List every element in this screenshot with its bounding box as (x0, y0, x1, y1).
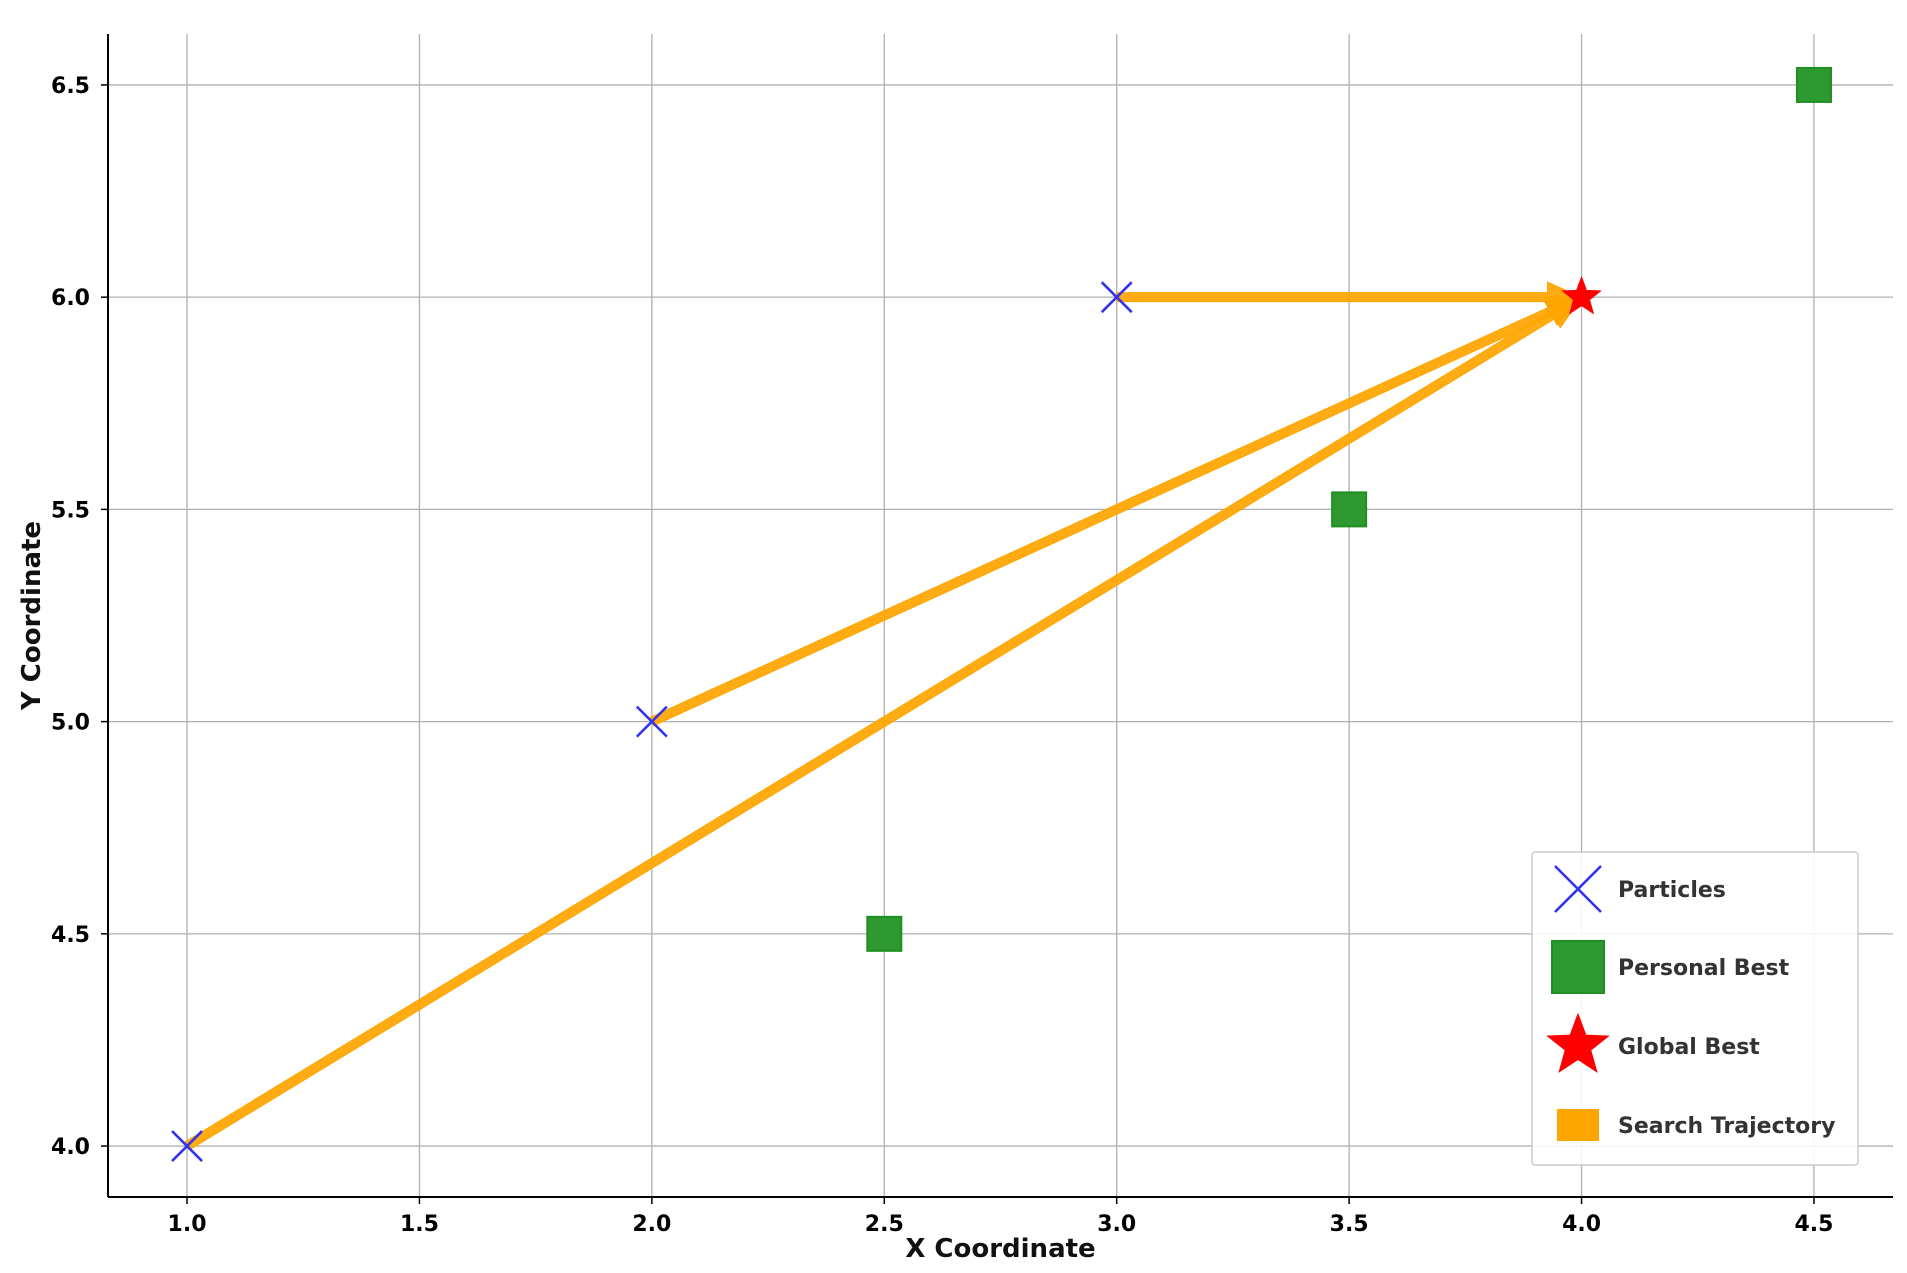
y-tick-label: 4.0 (51, 1135, 90, 1160)
legend: Particles Personal Best Global Best Search … (1531, 851, 1859, 1166)
trajectory-arrow (649, 296, 1583, 727)
x-stroke (1554, 865, 1602, 913)
x-tick-label: 1.0 (168, 1212, 207, 1237)
x-tick-label: 4.5 (1794, 1212, 1833, 1237)
x-axis-title: X Coordinate (905, 1234, 1095, 1264)
x-stroke (1100, 281, 1133, 314)
legend-personal-best-icon (1551, 940, 1605, 994)
trajectory-arrow (1116, 281, 1583, 313)
legend-label: Particles (1618, 878, 1726, 903)
particle-marker (1100, 281, 1133, 314)
legend-label: Search Trajectory (1618, 1114, 1835, 1139)
particle-marker (171, 1130, 203, 1162)
y-tick-label: 6.0 (51, 286, 90, 311)
x-tick-label: 2.0 (632, 1212, 671, 1237)
y-tick-label: 6.5 (51, 74, 90, 99)
legend-search-trajectory-icon (1557, 1109, 1599, 1141)
x-stroke (171, 1130, 203, 1162)
grid (108, 34, 1893, 1197)
x-tick-label: 2.5 (865, 1212, 904, 1237)
data-markers (171, 66, 1832, 1162)
personal-best-marker (1795, 66, 1832, 103)
legend-label: Global Best (1618, 1035, 1760, 1060)
legend-box (1531, 851, 1859, 1166)
trajectory-arrow (183, 296, 1583, 1151)
particle-marker (635, 705, 668, 738)
personal-best-marker (1331, 491, 1368, 528)
y-tick-label: 4.5 (51, 923, 90, 948)
legend-particles-icon (1554, 865, 1602, 913)
y-tick-label: 5.5 (51, 498, 90, 523)
y-axis-title: Y Coordinate (17, 521, 47, 711)
legend-global-best-icon (1546, 1012, 1610, 1074)
x-tick-label: 4.0 (1562, 1212, 1601, 1237)
personal-best-marker (866, 915, 903, 952)
trajectory-arrows (183, 281, 1583, 1151)
axes: 1.0 1.5 2.0 2.5 3.0 3.5 4.0 4.5 4.0 4.5 5.0 5.5 6.0 6… (51, 34, 1893, 1237)
legend-label: Personal Best (1618, 956, 1790, 981)
x-tick-label: 3.0 (1097, 1212, 1136, 1237)
x-tick-label: 1.5 (400, 1212, 439, 1237)
x-tick-label: 3.5 (1330, 1212, 1369, 1237)
y-tick-label: 5.0 (51, 711, 90, 736)
x-stroke (635, 705, 668, 738)
global-best-marker (1561, 275, 1602, 315)
